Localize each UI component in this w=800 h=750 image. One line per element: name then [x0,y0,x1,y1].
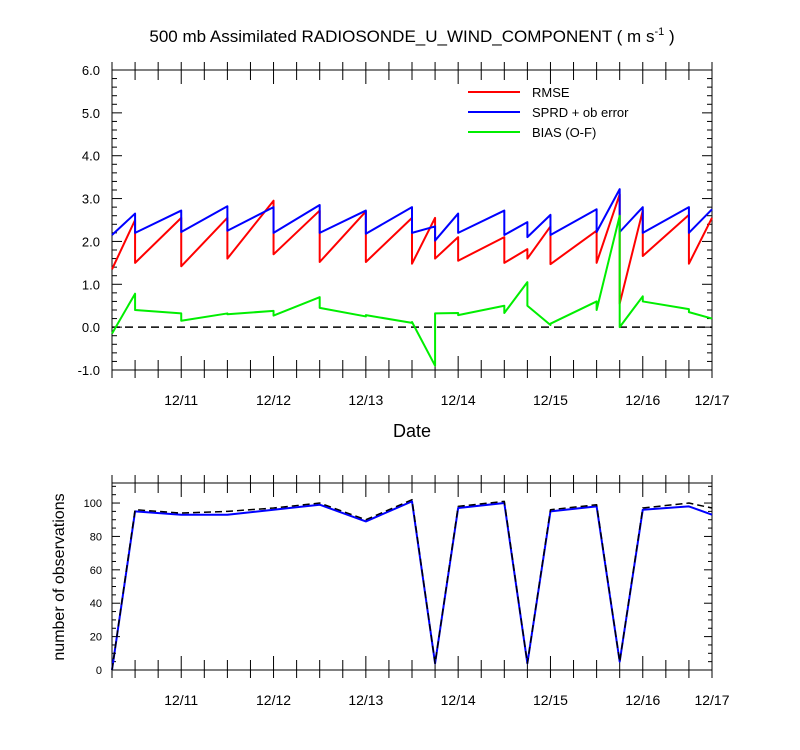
bottom-x-tick-label: 12/16 [625,692,660,708]
top-y-tick-label: 2.0 [82,234,100,249]
series-line-sprd-ob-error [111,188,713,242]
top-y-tick-label: 5.0 [82,106,100,121]
y-axis-title-observations: number of observations [51,493,68,660]
top-y-tick-label: -1.0 [78,363,100,378]
top-x-tick-label: 12/14 [441,392,476,408]
bottom-y-tick-label: 80 [90,531,102,543]
series-line-bias-o-f [111,214,713,367]
top-x-tick-label: 12/17 [694,392,729,408]
bottom-x-tick-label: 12/13 [348,692,383,708]
top-plot-panel: -1.0 0.0 1.0 2.0 3.0 4.0 5.0 6.0 12/11 12/12 12/13… [78,62,730,408]
bottom-plot-panel: 0 20 40 60 80 100 12/11 12/12 12/13 12/14 12/15 12/… [84,475,730,708]
x-axis-title: Date [393,421,431,441]
top-y-tick-label: 3.0 [82,192,100,207]
legend: RMSE SPRD + ob error BIAS (O-F) [468,85,629,140]
top-y-tick-label: 6.0 [82,63,100,78]
bottom-y-tick-label: 20 [90,632,102,644]
top-x-tick-label: 12/13 [348,392,383,408]
top-x-tick-label: 12/15 [533,392,568,408]
bottom-x-tick-label: 12/14 [441,692,476,708]
bottom-y-tick-label: 0 [96,665,102,677]
legend-label: RMSE [532,85,570,100]
top-y-tick-label: 4.0 [82,149,100,164]
legend-label: SPRD + ob error [532,105,629,120]
bottom-x-tick-label: 12/17 [694,692,729,708]
chart-title: 500 mb Assimilated RADIOSONDE_U_WIND_COM… [149,26,674,46]
top-y-tick-label: 0.0 [82,320,100,335]
top-x-tick-label: 12/16 [625,392,660,408]
bottom-x-tick-label: 12/12 [256,692,291,708]
bottom-x-tick-label: 12/11 [164,692,198,708]
bottom-x-tick-label: 12/15 [533,692,568,708]
top-y-tick-label: 1.0 [82,277,100,292]
bottom-y-tick-label: 40 [90,598,102,610]
bottom-y-tick-label: 60 [90,565,102,577]
bottom-y-tick-label: 100 [84,498,102,510]
top-x-tick-label: 12/12 [256,392,291,408]
legend-label: BIAS (O-F) [532,125,596,140]
observations-line-possible [111,498,713,671]
top-x-tick-label: 12/11 [164,392,198,408]
